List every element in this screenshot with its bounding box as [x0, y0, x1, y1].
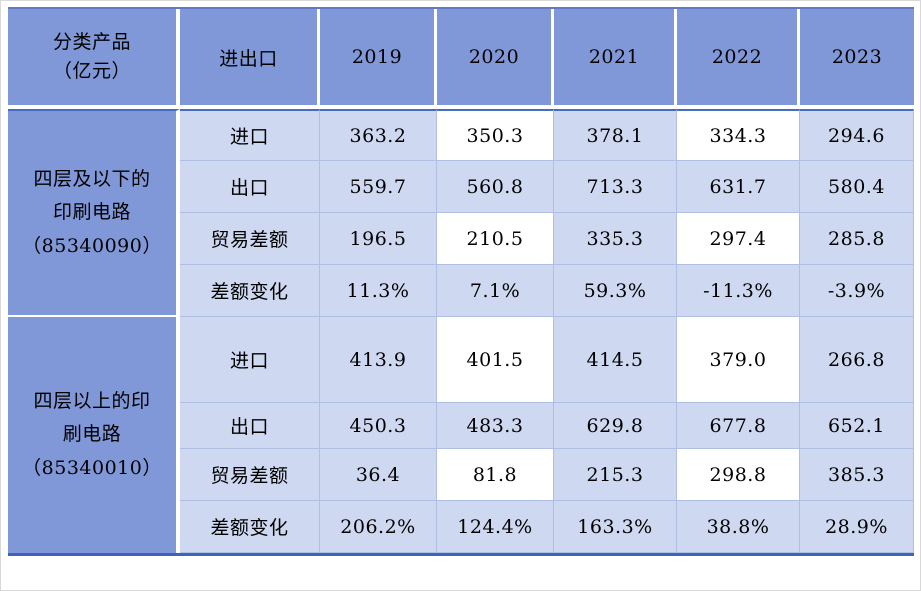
group-label-85340090: 四层及以下的 印刷电路 （85340090）: [8, 109, 180, 317]
trade-data-table: 分类产品 （亿元） 进出口 2019 2020 2021 2022 2023 四…: [8, 7, 914, 556]
table-cell: 266.8: [800, 317, 914, 403]
table-row: 四层及以下的 印刷电路 （85340090） 进口 363.2 350.3 37…: [8, 109, 914, 317]
table-row: 差额变化 206.2% 124.4% 163.3% 38.8% 28.9%: [8, 501, 914, 553]
header-year-2019: 2019: [320, 9, 437, 109]
table-cell-highlight: 401.5: [437, 317, 554, 403]
table-cell: 413.9: [320, 317, 437, 403]
row-label-balance: 贸易差额: [180, 213, 320, 265]
table-cell: 580.4: [800, 161, 914, 213]
header-year-2021: 2021: [554, 9, 677, 109]
row-label-import: 进口: [180, 317, 320, 403]
table-row: 贸易差额 36.4 81.8 215.3 298.8 385.3: [8, 449, 914, 501]
group-label-85340010: 四层以上的印 刷电路 （85340010）: [8, 317, 180, 553]
table-row: 四层以上的印 刷电路 （85340010） 进口 413.9 401.5 414…: [8, 317, 914, 553]
table-cell: 285.8: [800, 213, 914, 265]
table-cell: 385.3: [800, 449, 914, 501]
table-cell: -3.9%: [800, 265, 914, 317]
table-cell: 378.1: [554, 109, 677, 161]
table-cell: 363.2: [320, 109, 437, 161]
table-cell: 28.9%: [800, 501, 914, 553]
table-cell: 713.3: [554, 161, 677, 213]
table-row: 差额变化 11.3% 7.1% 59.3% -11.3% -3.9%: [8, 265, 914, 317]
row-label-balance-change: 差额变化: [180, 501, 320, 553]
table-cell-highlight: 350.3: [437, 109, 554, 161]
row-label-balance: 贸易差额: [180, 449, 320, 501]
table-cell: 335.3: [554, 213, 677, 265]
table-cell: 163.3%: [554, 501, 677, 553]
table-cell-highlight: 81.8: [437, 449, 554, 501]
table-row: 贸易差额 196.5 210.5 335.3 297.4 285.8: [8, 213, 914, 265]
header-year-2020: 2020: [437, 9, 554, 109]
table-cell: 196.5: [320, 213, 437, 265]
table-cell: 36.4: [320, 449, 437, 501]
table-cell: 629.8: [554, 403, 677, 449]
table-cell-highlight: 379.0: [677, 317, 800, 403]
row-label-export: 出口: [180, 403, 320, 449]
table-cell: 124.4%: [437, 501, 554, 553]
table-cell: -11.3%: [677, 265, 800, 317]
header-product: 分类产品 （亿元）: [8, 9, 180, 109]
row-label-import: 进口: [180, 109, 320, 161]
header-year-2022: 2022: [677, 9, 800, 109]
header-row: 分类产品 （亿元） 进出口 2019 2020 2021 2022 2023: [8, 9, 914, 109]
table-row: 出口 559.7 560.8 713.3 631.7 580.4: [8, 161, 914, 213]
table-cell: 559.7: [320, 161, 437, 213]
header-flow: 进出口: [180, 9, 320, 109]
table-cell: 652.1: [800, 403, 914, 449]
table-cell: 38.8%: [677, 501, 800, 553]
table-cell: 11.3%: [320, 265, 437, 317]
table-cell: 59.3%: [554, 265, 677, 317]
table-cell-highlight: 334.3: [677, 109, 800, 161]
table-cell: 450.3: [320, 403, 437, 449]
table-cell: 215.3: [554, 449, 677, 501]
table-cell: 560.8: [437, 161, 554, 213]
table-cell: 7.1%: [437, 265, 554, 317]
table-cell-highlight: 298.8: [677, 449, 800, 501]
row-label-export: 出口: [180, 161, 320, 213]
table-cell: 414.5: [554, 317, 677, 403]
table-cell: 483.3: [437, 403, 554, 449]
table-cell-highlight: 297.4: [677, 213, 800, 265]
table-row: 出口 450.3 483.3 629.8 677.8 652.1: [8, 403, 914, 449]
table-cell: 631.7: [677, 161, 800, 213]
table-cell: 206.2%: [320, 501, 437, 553]
row-label-balance-change: 差额变化: [180, 265, 320, 317]
table-cell-highlight: 210.5: [437, 213, 554, 265]
table-cell: 294.6: [800, 109, 914, 161]
header-year-2023: 2023: [800, 9, 914, 109]
table-cell: 677.8: [677, 403, 800, 449]
